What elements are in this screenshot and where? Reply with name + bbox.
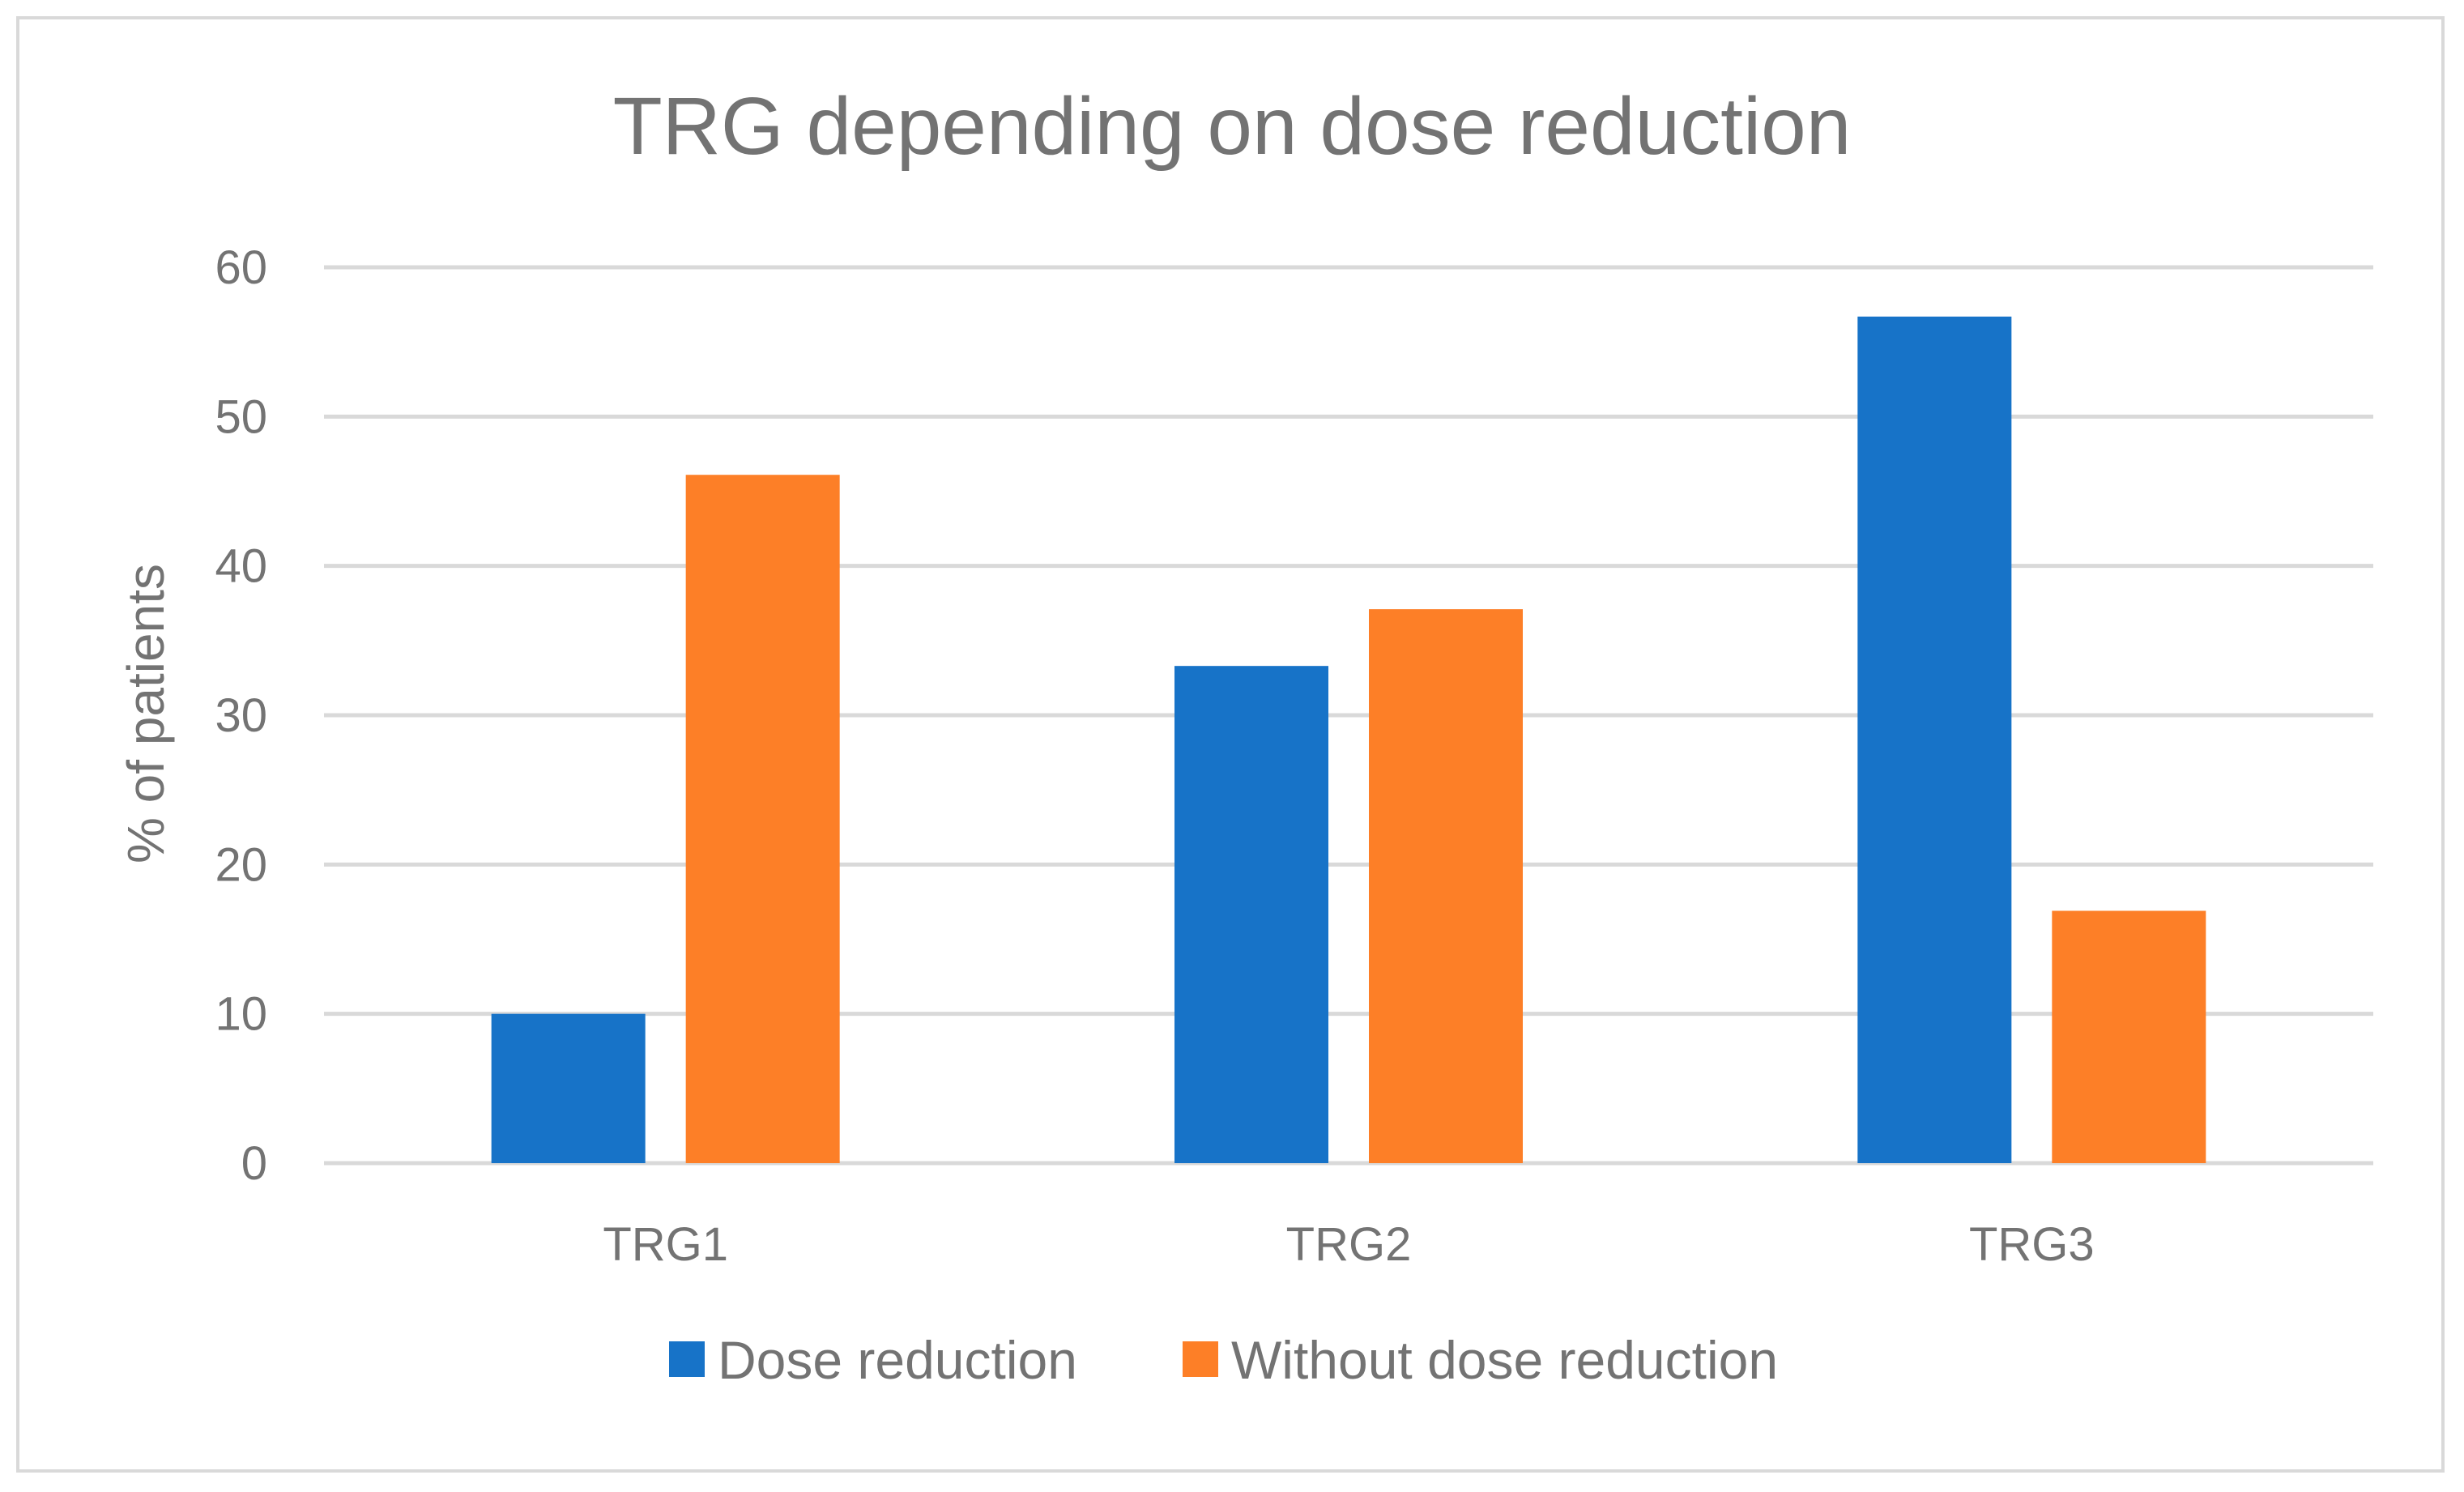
y-axis-ticks: 0 10 20 30 40 50 60 [215, 241, 267, 1190]
y-tick-label: 10 [215, 988, 267, 1041]
x-tick-label: TRG2 [1286, 1218, 1412, 1271]
legend-label: Without dose reduction [1231, 1330, 1778, 1390]
bar-without-dose-reduction-trg2 [1369, 609, 1523, 1163]
chart-title: TRG depending on dose reduction [613, 81, 1852, 172]
bar-dose-reduction-trg3 [1857, 316, 2012, 1164]
bars [491, 316, 2206, 1164]
bar-without-dose-reduction-trg1 [685, 475, 840, 1163]
y-tick-label: 50 [215, 390, 267, 443]
y-axis-label: % of patients [117, 564, 175, 863]
bar-without-dose-reduction-trg3 [2052, 910, 2206, 1163]
bar-dose-reduction-trg2 [1174, 666, 1328, 1163]
y-tick-label: 40 [215, 540, 267, 593]
legend-swatch [669, 1341, 705, 1377]
x-axis-ticks: TRG1 TRG2 TRG3 [603, 1218, 2094, 1271]
y-tick-label: 30 [215, 689, 267, 742]
legend: Dose reduction Without dose reduction [669, 1330, 1778, 1390]
bar-dose-reduction-trg1 [491, 1013, 646, 1163]
legend-swatch [1183, 1341, 1218, 1377]
y-tick-label: 0 [241, 1137, 267, 1190]
legend-label: Dose reduction [718, 1330, 1077, 1390]
x-tick-label: TRG1 [603, 1218, 728, 1271]
gridlines [324, 265, 2373, 1166]
x-tick-label: TRG3 [1969, 1218, 2095, 1271]
y-tick-label: 60 [215, 241, 267, 294]
y-tick-label: 20 [215, 838, 267, 891]
